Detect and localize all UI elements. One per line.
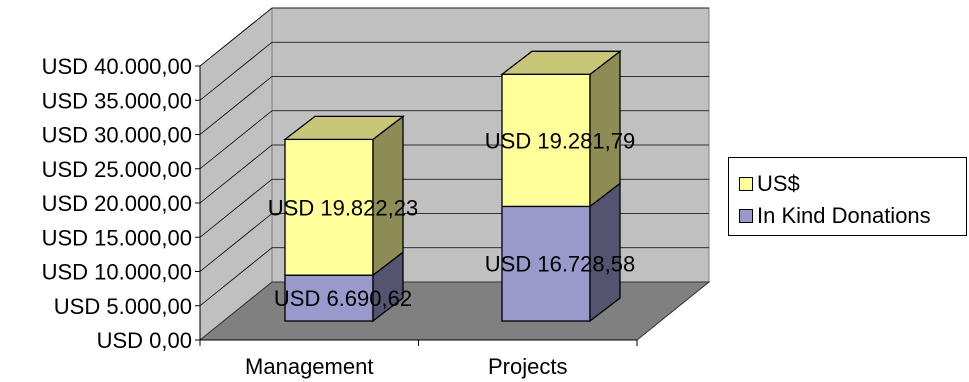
y-tick-label: USD 10.000,00 [42, 260, 192, 285]
y-tick-label: USD 40.000,00 [42, 54, 192, 79]
gridline [199, 41, 709, 101]
y-tick-label: USD 0,00 [97, 328, 192, 353]
legend: US$ In Kind Donations [728, 157, 967, 236]
data-label: USD 19.822,23 [268, 195, 418, 220]
bar-front [284, 138, 374, 276]
x-tick-label: Management [245, 354, 373, 379]
y-tick-label: USD 30.000,00 [42, 123, 192, 148]
data-labels: USD 6.690,62 USD 19.822,23 USD 16.728,58 US… [268, 128, 635, 311]
legend-item-in-kind-donations: In Kind Donations [739, 204, 931, 228]
y-tick-label: USD 20.000,00 [42, 191, 192, 216]
legend-swatch-in-kind-donations [739, 209, 753, 223]
y-tick-label: USD 35.000,00 [42, 88, 192, 113]
y-tick-label: USD 25.000,00 [42, 157, 192, 182]
data-label: USD 19.281,79 [485, 128, 635, 153]
y-axis: USD 0,00 USD 5.000,00 USD 10.000,00 USD 15.… [42, 54, 201, 353]
bar-segment [501, 182, 621, 323]
data-label: USD 6.690,62 [274, 286, 412, 311]
data-label: USD 16.728,58 [485, 252, 635, 277]
bar-top [500, 50, 622, 75]
legend-label-us-dollar: US$ [757, 171, 800, 196]
bar-front [284, 274, 374, 322]
y-tick-label: USD 5.000,00 [54, 294, 192, 319]
legend-label-in-kind-donations: In Kind Donations [757, 203, 931, 228]
bar-segment [500, 50, 622, 208]
y-tick-label: USD 15.000,00 [42, 225, 192, 250]
gridline [199, 7, 709, 67]
bar-segment [283, 115, 405, 277]
x-tick-label: Projects [488, 354, 567, 379]
bar-top [283, 115, 405, 141]
bars [283, 50, 622, 323]
legend-item-us-dollar: US$ [739, 172, 800, 196]
bar-segment [284, 250, 404, 323]
legend-swatch-us-dollar [739, 177, 753, 191]
bar-front [501, 205, 591, 322]
bar-front [501, 73, 591, 208]
x-axis: Management Projects [199, 339, 638, 379]
